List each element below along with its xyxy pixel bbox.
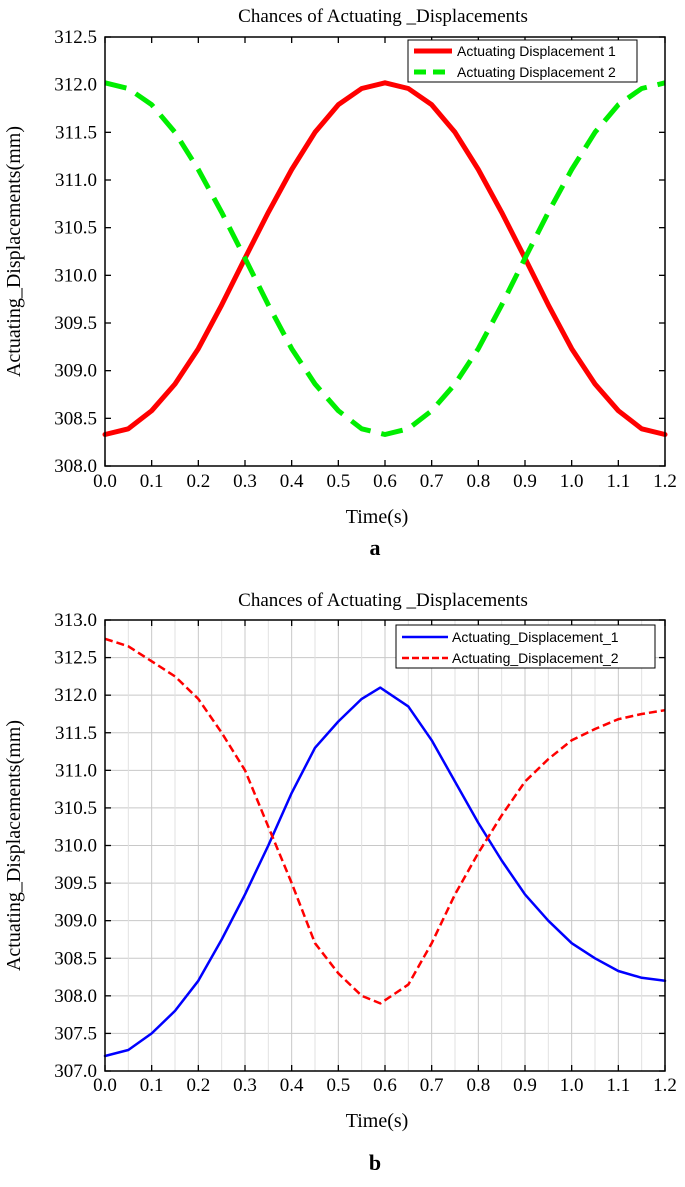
x-tick-label: 1.1 [606,1075,630,1096]
y-tick-label: 310.0 [54,836,97,857]
chart-title: Chances of Actuating _Displacements [238,6,528,27]
y-tick-label: 311.5 [55,122,97,143]
x-tick-label: 0.3 [233,471,257,492]
series-group [103,637,667,1058]
y-tick-label: 309.0 [54,911,97,932]
tick-labels: 0.0 0.1 0.2 0.3 0.4 0.5 0.6 0.7 0.8 0.9 1.0 1.1 1.2 3… [54,27,677,492]
panel-label: a [370,535,381,560]
x-tick-label: 0.0 [93,471,117,492]
x-tick-label: 0.5 [326,1075,350,1096]
chart-title: Chances of Actuating _Displacements [238,590,528,611]
y-tick-label: 310.5 [54,798,97,819]
series-line-1 [103,686,667,1058]
y-tick-label: 313.0 [54,610,97,631]
y-tick-label: 311.5 [55,723,97,744]
x-tick-label: 0.2 [186,1075,210,1096]
tick-labels: 0.0 0.1 0.2 0.3 0.4 0.5 0.6 0.7 0.8 0.9 1.0 1.1 1.2 3… [54,610,677,1096]
legend-label-2: Actuating_Displacement_2 [452,650,619,666]
x-tick-label: 1.0 [560,471,584,492]
y-tick-label: 308.0 [54,456,97,477]
legend-label-2: Actuating Displacement 2 [457,64,616,80]
grid [104,619,666,1072]
legend-label-1: Actuating Displacement 1 [457,43,616,59]
y-tick-label: 309.5 [54,873,97,894]
x-tick-label: 1.2 [653,1075,677,1096]
y-axis-label: Actuating_Displacements(mm) [3,126,25,377]
x-axis-label: Time(s) [346,506,409,528]
y-tick-label: 312.0 [54,75,97,96]
legend-box [407,39,638,83]
chart-panel-b: 0.0 0.1 0.2 0.3 0.4 0.5 0.6 0.7 0.8 0.9 1.0 1.1 1.2 3… [3,590,677,1175]
series-line-2 [104,637,666,1005]
y-tick-label: 312.5 [54,27,97,48]
y-tick-label: 309.5 [54,313,97,334]
y-axis-label: Actuating_Displacements(mm) [3,720,25,971]
y-tick-label: 311.0 [55,760,97,781]
x-tick-label: 0.4 [280,1075,304,1096]
x-tick-label: 0.8 [466,1075,490,1096]
legend-label-1: Actuating_Displacement_1 [452,629,619,645]
x-tick-label: 1.1 [606,471,630,492]
x-tick-label: 0.1 [140,1075,164,1096]
y-tick-label: 309.0 [54,361,97,382]
y-tick-label: 307.5 [54,1023,97,1044]
x-tick-label: 0.9 [513,471,537,492]
y-tick-label: 308.5 [54,948,97,969]
legend: Actuating_Displacement_1 Actuating_Displa… [395,624,656,669]
plot-frame [104,619,666,1072]
plot-frame [104,36,666,467]
legend-box [395,624,656,669]
plot-area [105,37,665,466]
x-axis-label: Time(s) [346,1110,409,1132]
panel-label: b [369,1150,381,1175]
x-tick-label: 0.9 [513,1075,537,1096]
x-tick-label: 0.6 [373,471,397,492]
series-line-2 [104,80,666,437]
y-tick-label: 311.0 [55,170,97,191]
y-tick-label: 308.0 [54,986,97,1007]
y-tick-label: 308.5 [54,408,97,429]
x-tick-label: 1.0 [560,1075,584,1096]
x-tick-label: 0.7 [420,1075,444,1096]
x-tick-label: 0.2 [186,471,210,492]
y-tick-label: 310.0 [54,265,97,286]
series-line-1 [102,80,668,437]
series-group [102,80,668,437]
chart-panel-a: 0.0 0.1 0.2 0.3 0.4 0.5 0.6 0.7 0.8 0.9 1.0 1.1 1.2 3… [3,6,677,560]
y-tick-label: 312.0 [54,685,97,706]
x-tick-label: 0.5 [326,471,350,492]
y-tick-label: 310.5 [54,218,97,239]
legend: Actuating Displacement 1 Actuating Displa… [407,39,638,83]
y-tick-label: 312.5 [54,648,97,669]
x-tick-label: 0.4 [280,471,304,492]
x-tick-label: 0.6 [373,1075,397,1096]
x-tick-label: 0.0 [93,1075,117,1096]
x-tick-label: 0.7 [420,471,444,492]
x-tick-label: 0.8 [466,471,490,492]
x-tick-label: 0.3 [233,1075,257,1096]
y-tick-label: 307.0 [54,1061,97,1082]
x-tick-label: 0.1 [140,471,164,492]
x-tick-label: 1.2 [653,471,677,492]
